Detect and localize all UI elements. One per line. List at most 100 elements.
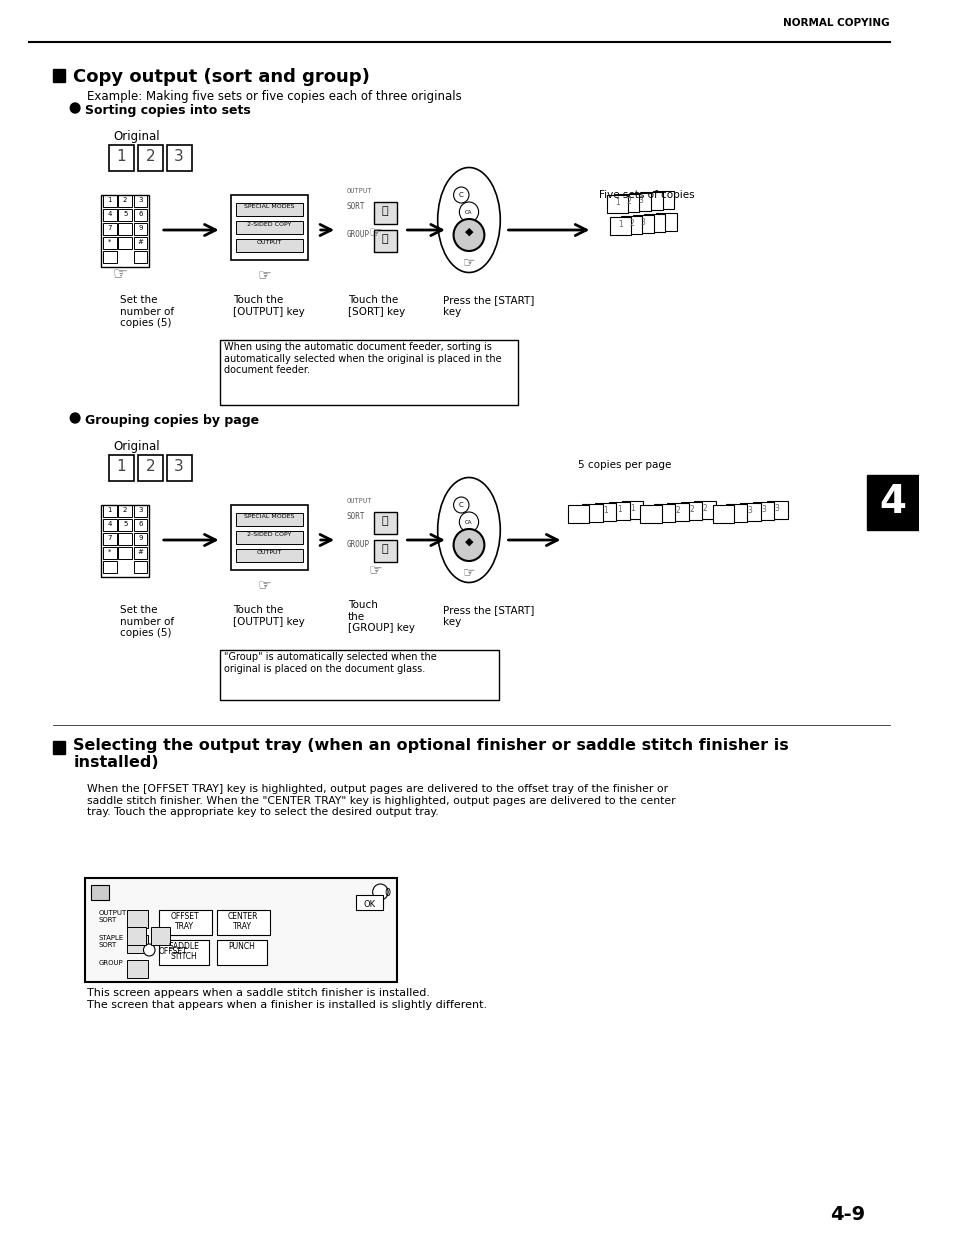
Text: NORMAL COPYING: NORMAL COPYING <box>782 19 889 28</box>
Ellipse shape <box>437 478 499 583</box>
FancyBboxPatch shape <box>103 224 116 235</box>
Text: 4: 4 <box>879 483 905 521</box>
FancyBboxPatch shape <box>667 503 688 521</box>
Text: 1: 1 <box>116 459 126 474</box>
Text: CA: CA <box>465 210 473 215</box>
Text: CA: CA <box>465 520 473 525</box>
Text: OK: OK <box>363 900 375 909</box>
FancyBboxPatch shape <box>137 454 163 480</box>
FancyBboxPatch shape <box>91 885 109 900</box>
Text: ☞: ☞ <box>112 266 128 283</box>
FancyBboxPatch shape <box>167 144 192 170</box>
Text: 9: 9 <box>138 225 143 231</box>
FancyBboxPatch shape <box>643 214 665 232</box>
Text: GROUP: GROUP <box>98 960 123 966</box>
Text: SPECIAL MODES: SPECIAL MODES <box>244 205 294 210</box>
Text: 7: 7 <box>108 225 112 231</box>
Text: 📋: 📋 <box>381 543 388 555</box>
Text: 1: 1 <box>108 198 112 203</box>
Text: 3: 3 <box>138 508 143 513</box>
Text: GROUP: GROUP <box>346 230 370 240</box>
Bar <box>865 475 918 530</box>
FancyBboxPatch shape <box>133 195 147 207</box>
Text: "Group" is automatically selected when the
original is placed on the document gl: "Group" is automatically selected when t… <box>224 652 436 673</box>
Text: 0: 0 <box>384 888 390 898</box>
Text: 3: 3 <box>138 198 143 203</box>
FancyBboxPatch shape <box>231 505 308 571</box>
Text: 6: 6 <box>138 211 143 217</box>
Bar <box>53 741 66 755</box>
Text: 3: 3 <box>734 508 739 516</box>
FancyBboxPatch shape <box>133 237 147 249</box>
Text: ☞: ☞ <box>369 563 382 578</box>
Circle shape <box>453 219 484 251</box>
FancyBboxPatch shape <box>629 193 650 211</box>
FancyBboxPatch shape <box>235 531 303 543</box>
FancyBboxPatch shape <box>103 505 116 517</box>
FancyBboxPatch shape <box>118 505 132 517</box>
FancyBboxPatch shape <box>133 209 147 221</box>
FancyBboxPatch shape <box>694 501 715 519</box>
Text: ☞: ☞ <box>257 268 272 283</box>
FancyBboxPatch shape <box>235 221 303 233</box>
FancyBboxPatch shape <box>118 209 132 221</box>
Text: 5: 5 <box>123 521 128 527</box>
Text: SPECIAL MODES: SPECIAL MODES <box>244 515 294 520</box>
FancyBboxPatch shape <box>118 224 132 235</box>
Text: Five sets of copies: Five sets of copies <box>598 190 694 200</box>
Text: 3: 3 <box>720 508 725 517</box>
FancyBboxPatch shape <box>159 910 212 935</box>
Text: Original: Original <box>113 130 160 143</box>
Text: SADDLE
STITCH: SADDLE STITCH <box>169 942 199 961</box>
Circle shape <box>71 103 80 112</box>
Circle shape <box>373 884 388 900</box>
Text: GROUP: GROUP <box>346 540 370 550</box>
Text: 1: 1 <box>108 508 112 513</box>
FancyBboxPatch shape <box>231 195 308 261</box>
FancyBboxPatch shape <box>618 194 639 212</box>
Text: ◆: ◆ <box>464 537 473 547</box>
Text: CENTER
TRAY: CENTER TRAY <box>227 911 257 931</box>
Text: 1: 1 <box>116 149 126 164</box>
FancyBboxPatch shape <box>118 237 132 249</box>
Text: 2: 2 <box>145 149 155 164</box>
Text: Press the [START]
key: Press the [START] key <box>442 605 534 626</box>
Ellipse shape <box>437 168 499 273</box>
Text: 3: 3 <box>747 506 752 515</box>
Text: ☞: ☞ <box>257 578 272 593</box>
Text: 2: 2 <box>701 504 706 513</box>
FancyBboxPatch shape <box>133 251 147 263</box>
Circle shape <box>453 186 469 203</box>
Text: 1: 1 <box>618 220 622 228</box>
Text: STAPLE
SORT: STAPLE SORT <box>98 935 123 948</box>
Text: #: # <box>137 550 143 555</box>
FancyBboxPatch shape <box>374 230 396 252</box>
Text: 2: 2 <box>675 506 679 515</box>
Circle shape <box>71 412 80 424</box>
Text: 📋: 📋 <box>381 233 388 245</box>
FancyBboxPatch shape <box>632 215 653 233</box>
FancyBboxPatch shape <box>568 505 589 522</box>
Text: OUTPUT: OUTPUT <box>346 188 372 194</box>
FancyBboxPatch shape <box>127 935 148 953</box>
Text: 📋: 📋 <box>381 516 388 526</box>
FancyBboxPatch shape <box>118 519 132 531</box>
Text: 1: 1 <box>576 508 580 517</box>
Text: Selecting the output tray (when an optional finisher or saddle stitch finisher i: Selecting the output tray (when an optio… <box>73 739 788 771</box>
Text: OUTPUT: OUTPUT <box>346 498 372 504</box>
Text: Grouping copies by page: Grouping copies by page <box>85 414 258 427</box>
Text: 3: 3 <box>760 505 765 514</box>
FancyBboxPatch shape <box>595 503 616 521</box>
Text: 2: 2 <box>648 508 653 517</box>
FancyBboxPatch shape <box>620 216 641 233</box>
Text: 6: 6 <box>138 521 143 527</box>
Text: 5 copies per page: 5 copies per page <box>578 459 671 471</box>
Text: 3: 3 <box>174 459 184 474</box>
Text: #: # <box>137 240 143 245</box>
Text: 7: 7 <box>108 535 112 541</box>
FancyBboxPatch shape <box>725 504 746 522</box>
Text: Touch
the
[GROUP] key: Touch the [GROUP] key <box>347 600 415 634</box>
Text: SORT: SORT <box>346 513 365 521</box>
Text: 9: 9 <box>138 535 143 541</box>
FancyBboxPatch shape <box>609 217 630 235</box>
